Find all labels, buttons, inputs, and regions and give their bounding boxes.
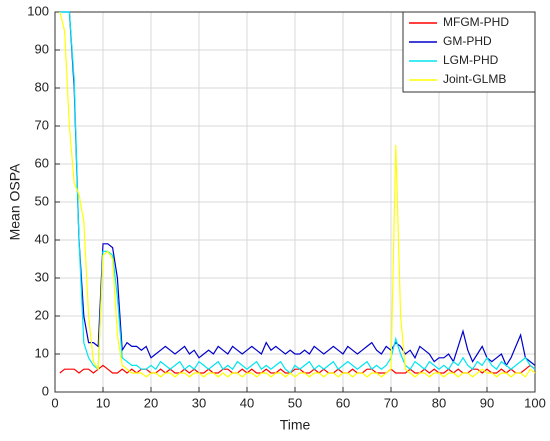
x-tick-label: 60 <box>336 395 350 410</box>
x-tick-label: 50 <box>288 395 302 410</box>
x-tick-label: 70 <box>384 395 398 410</box>
legend-label: GM-PHD <box>443 34 492 48</box>
legend-label: MFGM-PHD <box>443 15 509 29</box>
x-tick-label: 20 <box>144 395 158 410</box>
x-tick-label: 100 <box>524 395 546 410</box>
series-line <box>59 364 536 374</box>
x-tick-label: 90 <box>480 395 494 410</box>
legend-label: Joint-GLMB <box>443 72 506 86</box>
plot-frame <box>54 11 536 393</box>
y-tick-label: 40 <box>35 231 49 246</box>
x-tick-label: 30 <box>192 395 206 410</box>
legend-box <box>402 11 536 93</box>
y-tick-label: 30 <box>35 269 49 284</box>
x-tick-label: 80 <box>432 395 446 410</box>
y-tick-label: 70 <box>35 117 49 132</box>
x-tick-label: 0 <box>51 395 58 410</box>
x-tick-label: 40 <box>240 395 254 410</box>
y-tick-label: 10 <box>35 345 49 360</box>
x-tick-label: 10 <box>96 395 110 410</box>
y-tick-label: 20 <box>35 307 49 322</box>
y-tick-label: 100 <box>27 3 49 18</box>
x-axis-label: Time <box>280 417 311 433</box>
series-line <box>59 11 536 374</box>
series-line <box>59 11 536 367</box>
y-tick-label: 0 <box>42 383 49 398</box>
series-line <box>59 11 536 378</box>
y-tick-label: 90 <box>35 41 49 56</box>
y-tick-label: 60 <box>35 155 49 170</box>
y-tick-label: 50 <box>35 193 49 208</box>
y-tick-label: 80 <box>35 79 49 94</box>
y-axis-label: Mean OSPA <box>7 163 23 240</box>
legend: MFGM-PHD GM-PHD LGM-PHD Joint-GLMB <box>402 11 536 93</box>
legend-label: LGM-PHD <box>443 53 499 67</box>
